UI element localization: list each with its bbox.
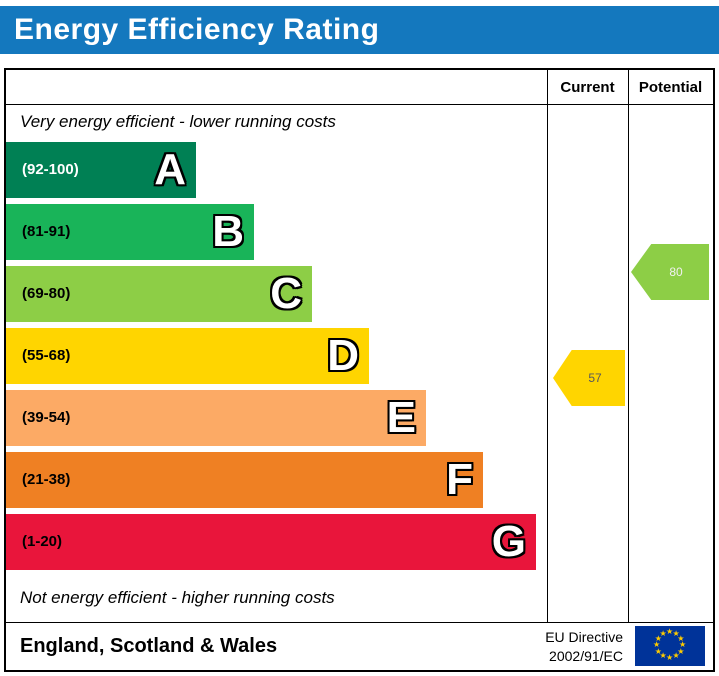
- band-d-range: (55-68): [22, 347, 71, 364]
- band-d: (55-68) D: [6, 328, 369, 384]
- energy-rating-chart: Current Potential Very energy efficient …: [4, 68, 715, 672]
- current-column-header: Current: [560, 78, 615, 96]
- band-c-range: (69-80): [22, 285, 71, 302]
- eu-flag: ★ ★ ★ ★ ★ ★ ★ ★ ★ ★ ★ ★: [635, 626, 705, 666]
- band-c: (69-80) C: [6, 266, 312, 322]
- eu-directive-line2: 2002/91/EC: [549, 647, 623, 664]
- title-bar: Energy Efficiency Rating: [0, 6, 719, 54]
- band-f-letter: F: [446, 455, 473, 504]
- band-f: (21-38) F: [6, 452, 483, 508]
- band-c-letter: C: [270, 269, 302, 318]
- band-g-letter: G: [491, 517, 526, 566]
- band-b: (81-91) B: [6, 204, 254, 260]
- top-note: Very energy efficient - lower running co…: [20, 112, 336, 131]
- eu-directive-label: EU Directive 2002/91/EC: [545, 628, 623, 666]
- band-a: (92-100) A: [6, 142, 196, 198]
- band-e-range: (39-54): [22, 409, 71, 426]
- region-label: England, Scotland & Wales: [20, 634, 278, 657]
- bottom-note: Not energy efficient - higher running co…: [20, 588, 335, 607]
- band-g: (1-20) G: [6, 514, 536, 570]
- header-separator: [6, 104, 713, 105]
- potential-rating-arrow: 80: [631, 244, 709, 300]
- band-a-range: (92-100): [22, 161, 79, 178]
- current-rating-arrow: 57: [553, 350, 625, 406]
- column-divider-current: [547, 70, 548, 622]
- eu-directive-line1: EU Directive: [545, 629, 623, 645]
- band-b-letter: B: [212, 207, 244, 256]
- potential-rating-value: 80: [669, 265, 683, 279]
- band-d-letter: D: [327, 331, 359, 380]
- potential-column-header: Potential: [638, 78, 703, 96]
- footer-separator: [6, 622, 713, 623]
- band-e-letter: E: [386, 393, 416, 442]
- current-rating-value: 57: [588, 371, 602, 385]
- band-a-letter: A: [154, 145, 186, 194]
- band-e: (39-54) E: [6, 390, 426, 446]
- band-f-range: (21-38): [22, 471, 71, 488]
- band-g-range: (1-20): [22, 533, 63, 550]
- column-divider-potential: [628, 70, 629, 622]
- band-b-range: (81-91): [22, 223, 71, 240]
- page-title: Energy Efficiency Rating: [14, 13, 380, 46]
